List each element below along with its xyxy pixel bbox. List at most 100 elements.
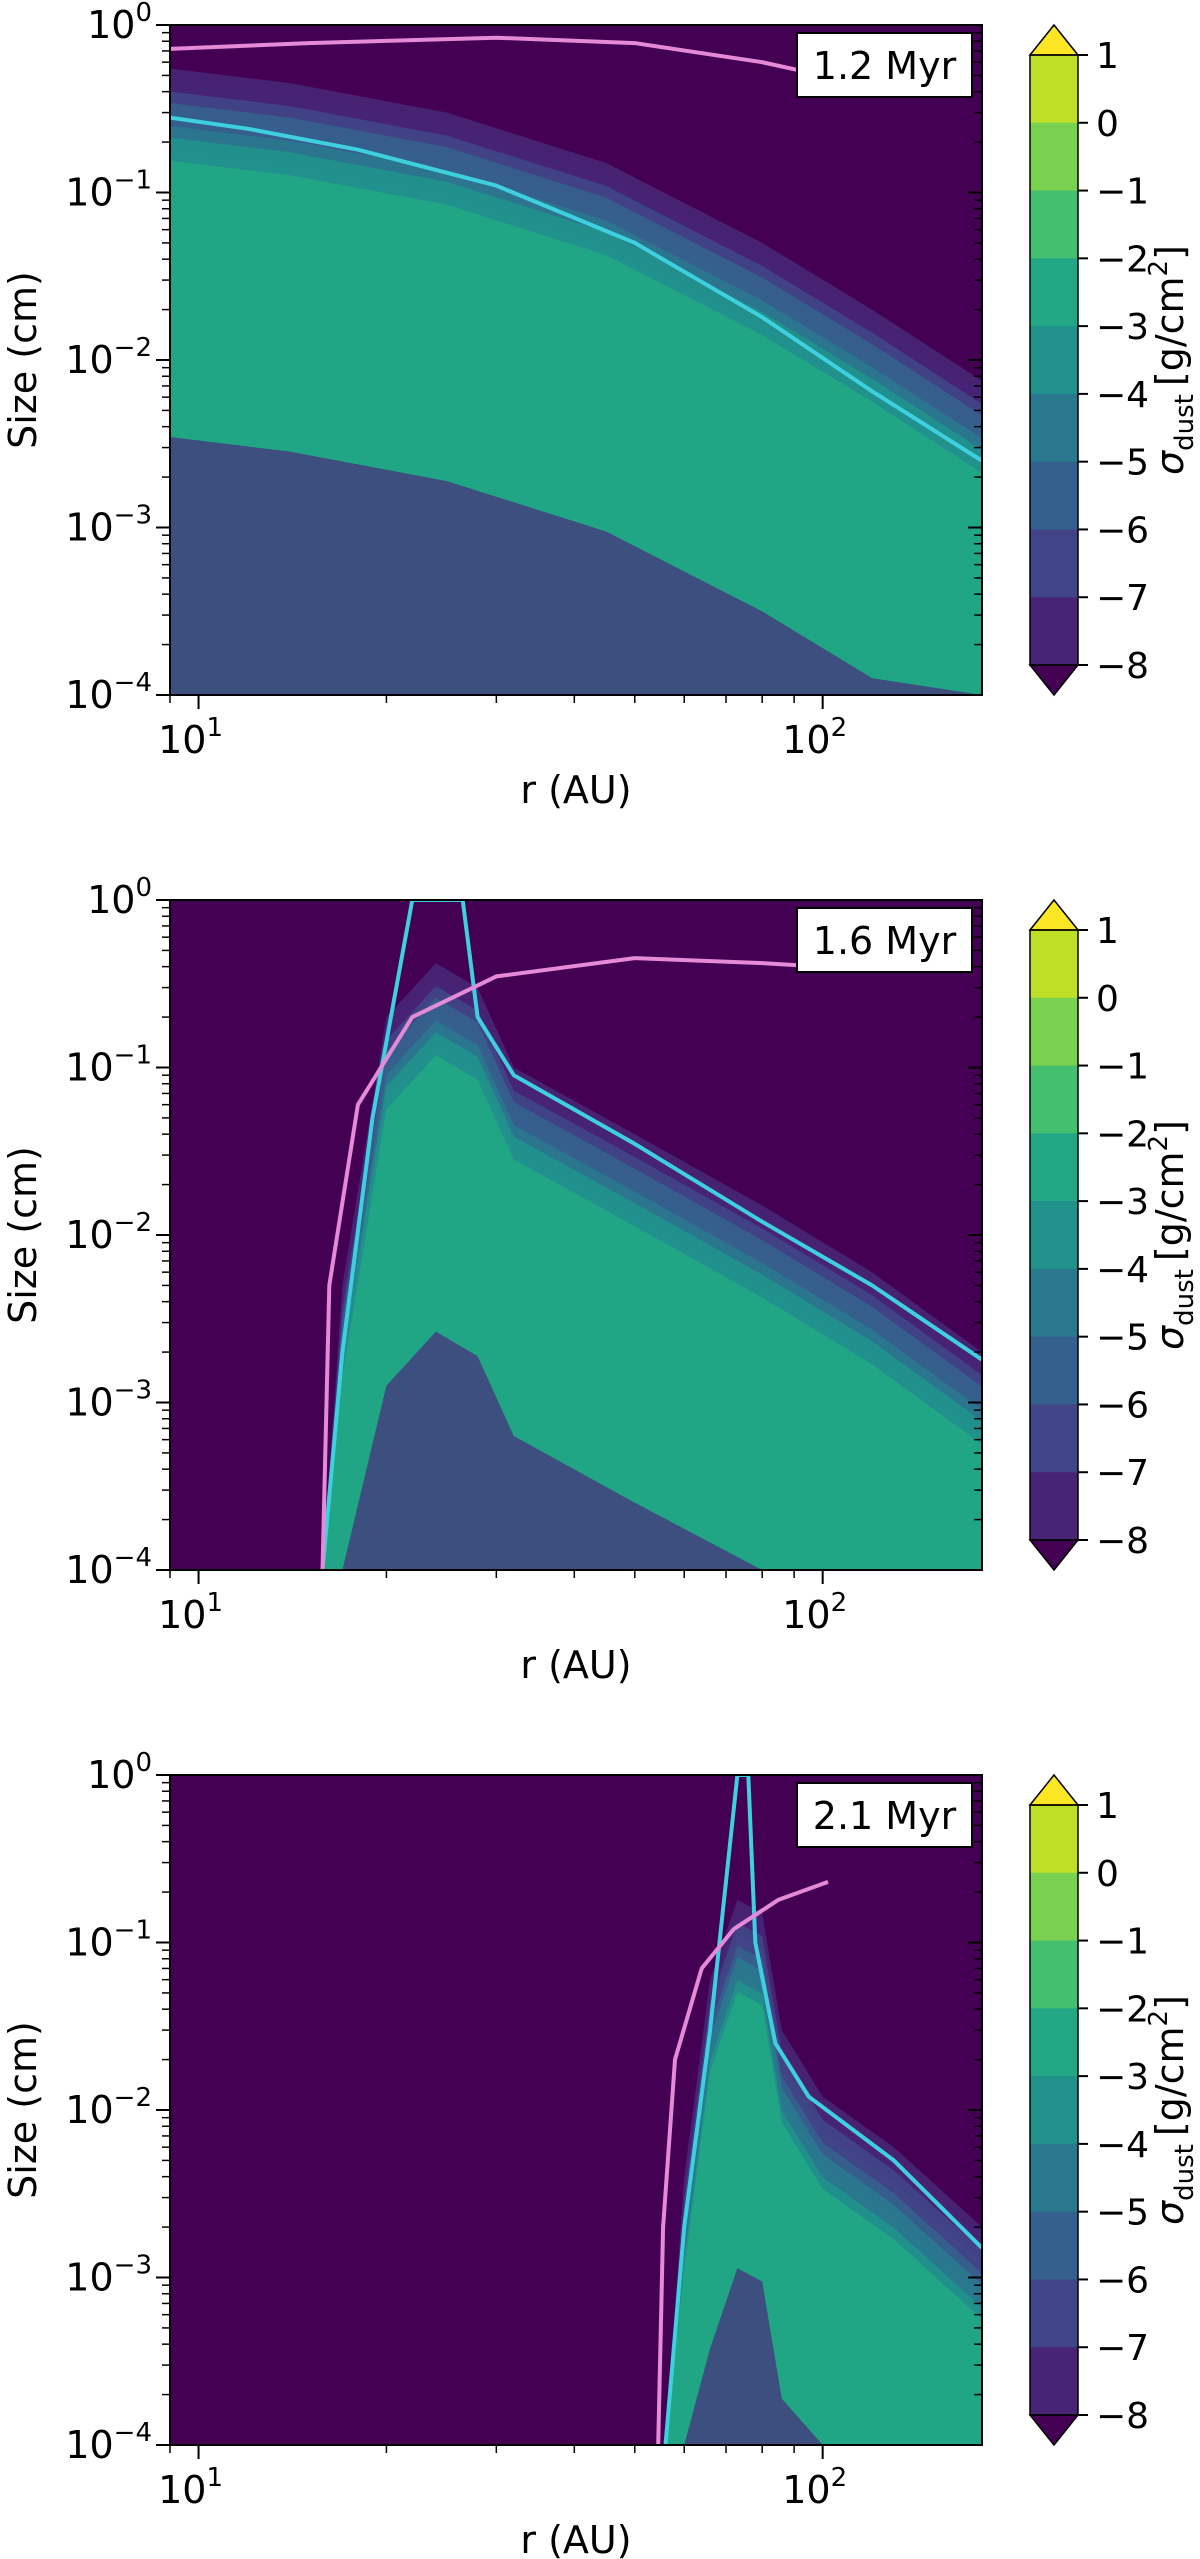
dust-small-grain-region — [665, 2268, 982, 2445]
colorbar-segment — [1030, 461, 1078, 530]
y-tick-label: 10−4 — [65, 1543, 152, 1592]
colorbar-extend-max — [1028, 898, 1080, 931]
colorbar-segment — [1030, 190, 1078, 259]
colorbar-tick-label: −1 — [1096, 1922, 1149, 1963]
x-tick-label: 102 — [782, 1588, 847, 1637]
cyan-curve — [663, 1775, 982, 2445]
colorbar: 1 0 −1 −2 −3 −4 −5 −6 −7 −8 σdust[g/cm2] — [1028, 898, 1200, 1572]
colorbar-segment — [1030, 1133, 1078, 1202]
y-axis-label: Size (cm) — [1, 2021, 45, 2199]
y-tick-label: 10−3 — [65, 1376, 152, 1425]
colorbar-tick-label: −6 — [1096, 1385, 1149, 1426]
colorbar-segment — [1030, 326, 1078, 395]
colorbar-segment — [1030, 2076, 1078, 2145]
colorbar-segment — [1030, 1404, 1078, 1473]
colorbar-tick-label: −8 — [1096, 1521, 1149, 1562]
colorbar-segment — [1030, 1805, 1078, 1874]
time-label: 1.6 Myr — [813, 919, 957, 963]
time-label-box — [796, 32, 973, 98]
y-tick-label: 10−2 — [65, 1208, 152, 1257]
y-tick-label: 100 — [87, 873, 152, 922]
x-tick-label: 101 — [158, 1588, 223, 1637]
y-tick-label: 10−1 — [65, 166, 152, 215]
dust-distribution — [170, 35, 982, 695]
colorbar-tick-label: −4 — [1096, 375, 1149, 416]
x-tick-label: 102 — [782, 713, 847, 762]
colorbar-label: σdust[g/cm2] — [1144, 1120, 1200, 1350]
time-label-box — [796, 907, 973, 973]
colorbar-frame — [1029, 1804, 1079, 2416]
colorbar-tick-label: −6 — [1096, 510, 1149, 551]
colorbar-segment — [1030, 930, 1078, 999]
y-tick-label: 10−1 — [65, 1916, 152, 1965]
colorbar-segment — [1030, 1940, 1078, 2009]
colorbar-tick-label: −4 — [1096, 1250, 1149, 1291]
colorbar-tick-label: 1 — [1096, 36, 1119, 77]
x-tick-label: 101 — [158, 713, 223, 762]
colorbar-segment — [1030, 258, 1078, 327]
colorbar-extend-min — [1028, 2414, 1080, 2447]
dust-distribution — [656, 1775, 982, 2445]
y-tick-label: 10−3 — [65, 501, 152, 550]
colorbar-tick-label: −7 — [1096, 1453, 1149, 1494]
colorbar-tick-label: 0 — [1096, 979, 1119, 1020]
colorbar-extend-min — [1028, 1539, 1080, 1572]
pink-curve — [320, 956, 823, 1570]
colorbar-segment — [1030, 1201, 1078, 1270]
pink-curve — [656, 1880, 829, 2445]
colorbar-tick-label: 1 — [1096, 911, 1119, 952]
colorbar-tick-label: −4 — [1096, 2125, 1149, 2166]
colorbar-segment — [1030, 122, 1078, 192]
colorbar-frame — [1029, 929, 1079, 1541]
colorbar-tick-label: −8 — [1096, 2396, 1149, 2437]
colorbar-segment — [1030, 1472, 1078, 1541]
colorbar-tick-label: −3 — [1096, 1182, 1149, 1223]
colorbar-tick-label: −1 — [1096, 1047, 1149, 1088]
colorbar: 1 0 −1 −2 −3 −4 −5 −6 −7 −8 σdust[g/cm2] — [1028, 1773, 1200, 2447]
colorbar-tick-label: −2 — [1096, 239, 1149, 280]
y-tick-label: 10−4 — [65, 2418, 152, 2467]
colorbar-tick-label: −3 — [1096, 2057, 1149, 2098]
colorbar-tick-label: −1 — [1096, 172, 1149, 213]
x-tick-label: 101 — [158, 2463, 223, 2512]
y-axis-label: Size (cm) — [1, 1146, 45, 1324]
colorbar-tick-label: −3 — [1096, 307, 1149, 348]
colorbar-tick-label: −6 — [1096, 2260, 1149, 2301]
x-axis-label: r (AU) — [520, 2518, 631, 2559]
dust-distribution — [320, 900, 982, 1570]
colorbar-segment — [1030, 997, 1078, 1067]
colorbar-segment — [1030, 2279, 1078, 2348]
pink-curve — [170, 35, 824, 78]
colorbar-segment — [1030, 2211, 1078, 2280]
time-label: 1.2 Myr — [813, 44, 957, 88]
colorbar-tick-label: −5 — [1096, 443, 1149, 484]
y-axis-label: Size (cm) — [1, 271, 45, 449]
colorbar-tick-label: −7 — [1096, 2328, 1149, 2369]
colorbar-tick-label: −7 — [1096, 578, 1149, 619]
time-label-box — [796, 1782, 973, 1848]
colorbar-extend-max — [1028, 1773, 1080, 1806]
colorbar-tick-label: −2 — [1096, 1989, 1149, 2030]
colorbar-label: σdust[g/cm2] — [1144, 1995, 1200, 2225]
cyan-curve — [170, 115, 982, 463]
colorbar-segment — [1030, 1065, 1078, 1134]
colorbar-segment — [1030, 1268, 1078, 1338]
colorbar-tick-label: 0 — [1096, 1854, 1119, 1895]
colorbar-segment — [1030, 529, 1078, 598]
colorbar-tick-label: −5 — [1096, 2193, 1149, 2234]
colorbar-segment — [1030, 2143, 1078, 2213]
dust-small-grain-region — [322, 1331, 982, 1570]
colorbar-extend-min — [1028, 664, 1080, 697]
y-tick-label: 10−2 — [65, 333, 152, 382]
colorbar-segment — [1030, 1872, 1078, 1942]
colorbar-label: σdust[g/cm2] — [1144, 245, 1200, 475]
colorbar-segment — [1030, 1336, 1078, 1405]
time-label: 2.1 Myr — [813, 1794, 957, 1838]
colorbar-segment — [1030, 597, 1078, 666]
y-tick-label: 10−2 — [65, 2083, 152, 2132]
colorbar-segment — [1030, 393, 1078, 463]
y-tick-label: 100 — [87, 0, 152, 47]
y-tick-label: 10−3 — [65, 2251, 152, 2300]
